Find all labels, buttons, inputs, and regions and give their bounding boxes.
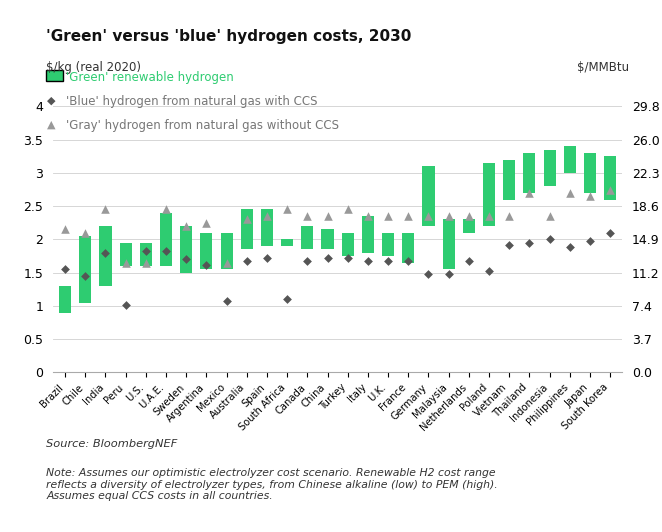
Point [605, 229, 616, 237]
Point [242, 256, 252, 265]
Bar [564, 146, 576, 173]
Text: ◆: ◆ [47, 96, 55, 106]
Point [403, 212, 414, 220]
Point [282, 205, 293, 214]
Point [484, 212, 495, 220]
Bar [79, 236, 91, 303]
Bar [524, 153, 536, 193]
Point [444, 212, 454, 220]
Point [181, 255, 191, 264]
Point [383, 212, 393, 220]
Point [120, 300, 131, 309]
Bar [160, 213, 172, 266]
Bar [201, 233, 213, 269]
Point [100, 205, 111, 214]
Text: ▲: ▲ [47, 120, 55, 130]
Point [342, 205, 353, 214]
Point [403, 256, 414, 265]
Bar [544, 149, 555, 186]
Point [565, 189, 575, 197]
Bar [59, 286, 71, 313]
Point [201, 261, 212, 269]
Point [342, 254, 353, 262]
Point [524, 189, 535, 197]
Bar [342, 233, 354, 256]
Point [585, 192, 595, 201]
Point [161, 205, 171, 214]
Point [504, 240, 514, 249]
Text: Source: BloombergNEF: Source: BloombergNEF [46, 439, 177, 449]
Point [585, 236, 595, 245]
Point [322, 254, 333, 262]
Point [504, 212, 514, 220]
Point [484, 267, 495, 276]
Point [242, 215, 252, 224]
Bar [220, 233, 232, 269]
Bar [180, 226, 192, 272]
Point [221, 296, 232, 305]
Point [60, 225, 70, 234]
Point [302, 212, 312, 220]
Point [363, 256, 373, 265]
Bar [301, 226, 313, 250]
Point [261, 212, 272, 220]
Point [423, 212, 434, 220]
Bar [322, 229, 334, 250]
Point [322, 212, 333, 220]
Bar [241, 210, 253, 250]
Bar [443, 219, 455, 269]
Text: $/MMBtu: $/MMBtu [577, 61, 629, 74]
Point [181, 222, 191, 230]
Bar [503, 160, 515, 200]
Point [120, 259, 131, 267]
Point [80, 272, 91, 280]
Point [544, 212, 555, 220]
Point [423, 270, 434, 278]
Point [80, 229, 91, 237]
Point [544, 235, 555, 244]
Point [383, 256, 393, 265]
Text: $/kg (real 2020): $/kg (real 2020) [46, 61, 142, 74]
Point [565, 243, 575, 252]
Point [201, 219, 212, 227]
Point [605, 185, 616, 194]
Point [261, 254, 272, 262]
Text: Note: Assumes our optimistic electrolyzer cost scenario. Renewable H2 cost range: Note: Assumes our optimistic electrolyze… [46, 468, 498, 501]
Text: 'Gray' hydrogen from natural gas without CCS: 'Gray' hydrogen from natural gas without… [66, 119, 339, 131]
Bar [99, 226, 111, 286]
Bar [140, 243, 152, 266]
Point [524, 238, 535, 247]
Bar [261, 210, 273, 246]
Bar [362, 216, 374, 253]
Point [463, 212, 474, 220]
Point [463, 256, 474, 265]
Bar [402, 233, 414, 263]
Point [60, 265, 70, 273]
Text: 'Green' renewable hydrogen: 'Green' renewable hydrogen [66, 71, 234, 84]
Bar [422, 166, 434, 226]
Point [161, 247, 171, 256]
Point [363, 212, 373, 220]
Bar [463, 220, 475, 233]
Bar [382, 233, 394, 256]
Point [282, 295, 293, 303]
Bar [584, 153, 596, 193]
Text: 'Blue' hydrogen from natural gas with CCS: 'Blue' hydrogen from natural gas with CC… [66, 95, 318, 107]
Bar [281, 239, 293, 246]
Point [444, 270, 454, 278]
Text: 'Green' versus 'blue' hydrogen costs, 2030: 'Green' versus 'blue' hydrogen costs, 20… [46, 29, 412, 44]
Point [100, 248, 111, 257]
Point [221, 259, 232, 267]
Bar [120, 243, 132, 266]
Point [140, 259, 151, 267]
Bar [604, 156, 616, 200]
Point [140, 247, 151, 256]
Bar [483, 163, 495, 226]
Point [302, 256, 312, 265]
